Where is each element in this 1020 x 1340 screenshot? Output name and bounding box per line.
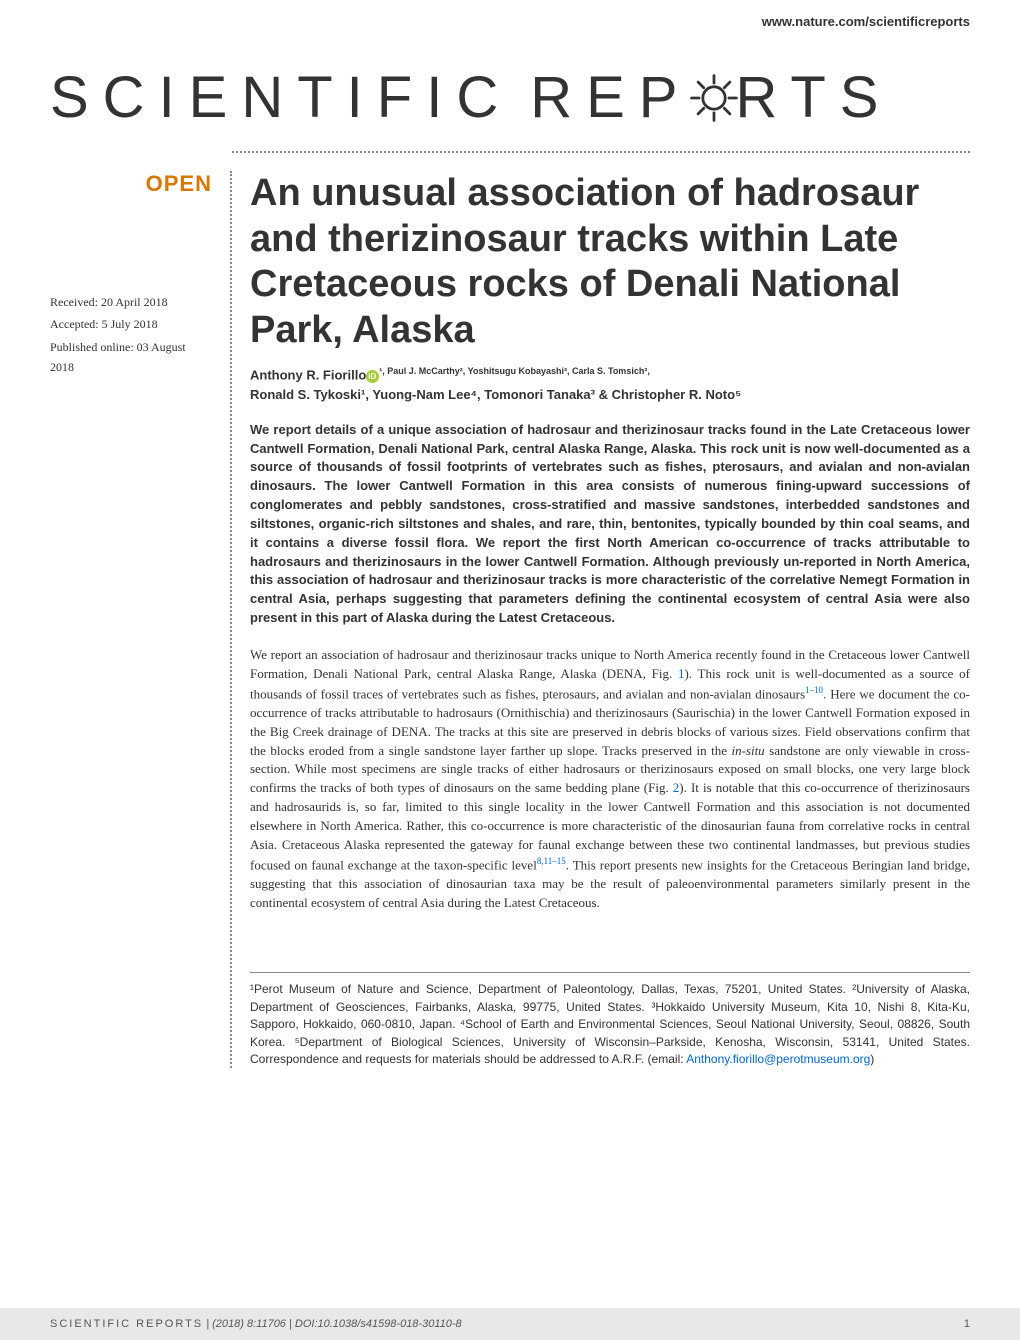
abstract: We report details of a unique associatio… (250, 421, 970, 628)
author-list: Anthony R. Fiorillo ¹, Paul J. McCarthy²,… (250, 365, 970, 404)
italic-insitu: in-situ (731, 743, 764, 758)
article-content: An unusual association of hadrosaur and … (232, 171, 970, 1068)
affiliations: ¹Perot Museum of Nature and Science, Dep… (250, 972, 970, 1068)
header-url[interactable]: www.nature.com/scientificreports (0, 0, 1020, 39)
gear-icon (686, 70, 742, 126)
open-access-badge: OPEN (50, 171, 212, 197)
footer-journal: SCIENTIFIC REPORTS (50, 1318, 203, 1330)
page-footer: SCIENTIFIC REPORTS | (2018) 8:11706 | DO… (0, 1308, 1020, 1340)
logo-text-3: RTS (736, 64, 893, 131)
orcid-icon[interactable] (366, 370, 379, 383)
article-title: An unusual association of hadrosaur and … (250, 171, 970, 353)
correspondence-email[interactable]: Anthony.fiorillo@perotmuseum.org (686, 1052, 870, 1066)
footer-citation: | (2018) 8:11706 | DOI:10.1038/s41598-01… (203, 1318, 462, 1330)
author-1: Anthony R. Fiorillo (250, 368, 366, 383)
journal-logo: SCIENTIFIC REP (0, 39, 1020, 151)
logo-text-1: SCIENTIFIC (50, 64, 512, 131)
logo-text-2: REP (530, 64, 691, 131)
left-sidebar: OPEN Received: 20 April 2018 Accepted: 5… (50, 171, 232, 1068)
published-date: Published online: 03 August 2018 (50, 337, 212, 378)
author-affil: ¹, Paul J. McCarthy², Yoshitsugu Kobayas… (379, 366, 650, 376)
received-date: Received: 20 April 2018 (50, 292, 212, 312)
accepted-date: Accepted: 5 July 2018 (50, 314, 212, 334)
citation-8-15[interactable]: 8,11–15 (537, 856, 566, 866)
affil-end: ) (870, 1052, 874, 1066)
publication-dates: Received: 20 April 2018 Accepted: 5 July… (50, 292, 212, 378)
author-line2: Ronald S. Tykoski¹, Yuong-Nam Lee⁴, Tomo… (250, 387, 741, 402)
body-paragraph-1: We report an association of hadrosaur an… (250, 646, 970, 912)
citation-1-10[interactable]: 1–10 (805, 685, 823, 695)
page-number: 1 (964, 1318, 970, 1330)
